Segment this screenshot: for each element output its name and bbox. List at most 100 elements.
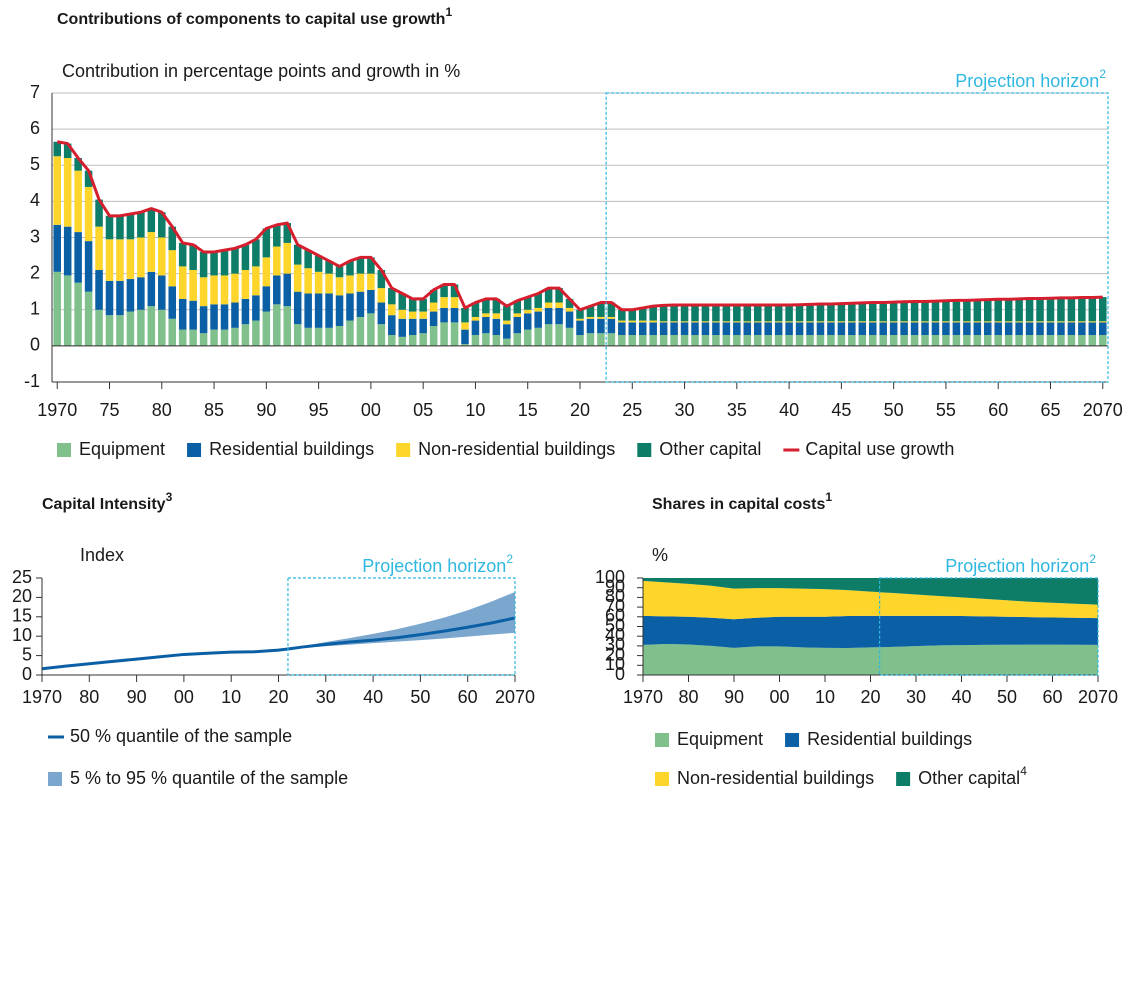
bar-segment: [931, 321, 940, 323]
axis-title: Contribution in percentage points and gr…: [62, 61, 460, 81]
y-tick-label: 15: [12, 606, 32, 626]
bar-segment: [848, 335, 856, 346]
bar-segment: [461, 322, 469, 330]
bar-segment: [837, 322, 846, 336]
legend-symbol: [57, 443, 71, 457]
bar-segment: [1046, 298, 1055, 322]
bar-segment: [461, 344, 469, 346]
bar-segment: [147, 271, 156, 307]
x-tick-label: 1970: [37, 400, 77, 420]
bar-segment: [158, 275, 166, 310]
bar-segment: [868, 321, 877, 323]
bar-segment: [440, 297, 448, 308]
legend-symbol: [655, 733, 669, 747]
bar-segment: [471, 316, 480, 321]
bar-segment: [753, 335, 762, 346]
bar-segment: [168, 250, 177, 287]
bar-segment: [314, 327, 323, 346]
bar-segment: [942, 322, 950, 336]
bar-segment: [126, 239, 135, 280]
bar-segment: [733, 322, 741, 336]
bar-segment: [346, 275, 354, 294]
bar-segment: [408, 335, 417, 346]
bar-segment: [1046, 335, 1055, 346]
bar-segment: [53, 224, 61, 272]
bar-segment: [440, 322, 448, 346]
bar-segment: [931, 322, 940, 336]
bar-segment: [388, 288, 396, 305]
bar-segment: [795, 321, 804, 323]
bar-segment: [461, 329, 469, 345]
bar-segment: [158, 212, 166, 238]
legend-label-text: Residential buildings: [807, 729, 972, 749]
bar-segment: [638, 322, 647, 336]
projection-label-text: Projection horizon: [955, 71, 1099, 91]
bar-segment: [1088, 297, 1097, 322]
bar-segment: [199, 306, 208, 334]
bar-segment: [388, 335, 396, 346]
legend-symbol: [48, 772, 62, 786]
bar-segment: [325, 327, 333, 346]
bar-segment: [586, 318, 595, 334]
bar-segment: [137, 277, 145, 310]
y-tick-label: 20: [12, 586, 32, 606]
bar-segment: [429, 326, 438, 346]
bar-segment: [649, 322, 657, 336]
bar-segment: [565, 327, 574, 346]
bar-segment: [712, 335, 720, 346]
bar-segment: [712, 305, 720, 322]
bar-segment: [848, 322, 856, 336]
bar-segment: [994, 321, 1002, 323]
bar-segment: [53, 156, 61, 225]
legend-label: 50 % quantile of the sample: [70, 726, 292, 746]
legend-label: Equipment: [79, 439, 165, 459]
bar-segment: [597, 302, 605, 317]
bar-segment: [273, 304, 281, 346]
bar-segment: [377, 288, 386, 303]
bar-segment: [189, 329, 197, 346]
bar-segment: [889, 335, 898, 346]
bar-segment: [429, 289, 438, 303]
bar-segment: [116, 280, 124, 316]
bar-segment: [168, 286, 177, 319]
bar-segment: [607, 318, 616, 334]
y-tick-label: 20: [605, 644, 625, 664]
bar-segment: [356, 291, 365, 317]
bar-segment: [210, 251, 218, 276]
chart-title: Capital Intensity3: [42, 490, 173, 513]
x-tick-label: 30: [675, 400, 695, 420]
bar-segment: [680, 322, 689, 336]
bar-segment: [116, 215, 124, 240]
bar-segment: [377, 324, 386, 346]
bar-segment: [74, 232, 82, 283]
bar-segment: [837, 321, 846, 323]
bar-segment: [178, 242, 187, 267]
bar-segment: [356, 273, 365, 292]
bar-segment: [858, 322, 867, 336]
bar-segment: [555, 302, 563, 308]
bar-segment: [147, 232, 156, 272]
bar-segment: [701, 305, 710, 322]
bar-segment: [189, 300, 197, 330]
y-tick-label: 2: [30, 262, 40, 282]
bar-segment: [712, 322, 720, 336]
y-tick-label: 100: [595, 567, 625, 587]
bar-segment: [618, 309, 626, 321]
x-tick-label: 40: [951, 687, 971, 707]
bar-segment: [126, 311, 135, 346]
x-tick-label: 15: [518, 400, 538, 420]
chart-title: Shares in capital costs1: [652, 490, 832, 513]
y-tick-label: 0: [615, 664, 625, 684]
bar-segment: [367, 257, 375, 274]
bar-segment: [858, 321, 867, 323]
legend-label-text: Residential buildings: [209, 439, 374, 459]
bar-segment: [105, 239, 114, 281]
bar-segment: [273, 224, 281, 247]
bar-segment: [471, 320, 480, 336]
bar-segment: [889, 321, 898, 323]
bar-segment: [795, 304, 804, 322]
bar-segment: [764, 322, 772, 336]
bar-segment: [994, 335, 1002, 346]
bar-segment: [262, 286, 271, 312]
